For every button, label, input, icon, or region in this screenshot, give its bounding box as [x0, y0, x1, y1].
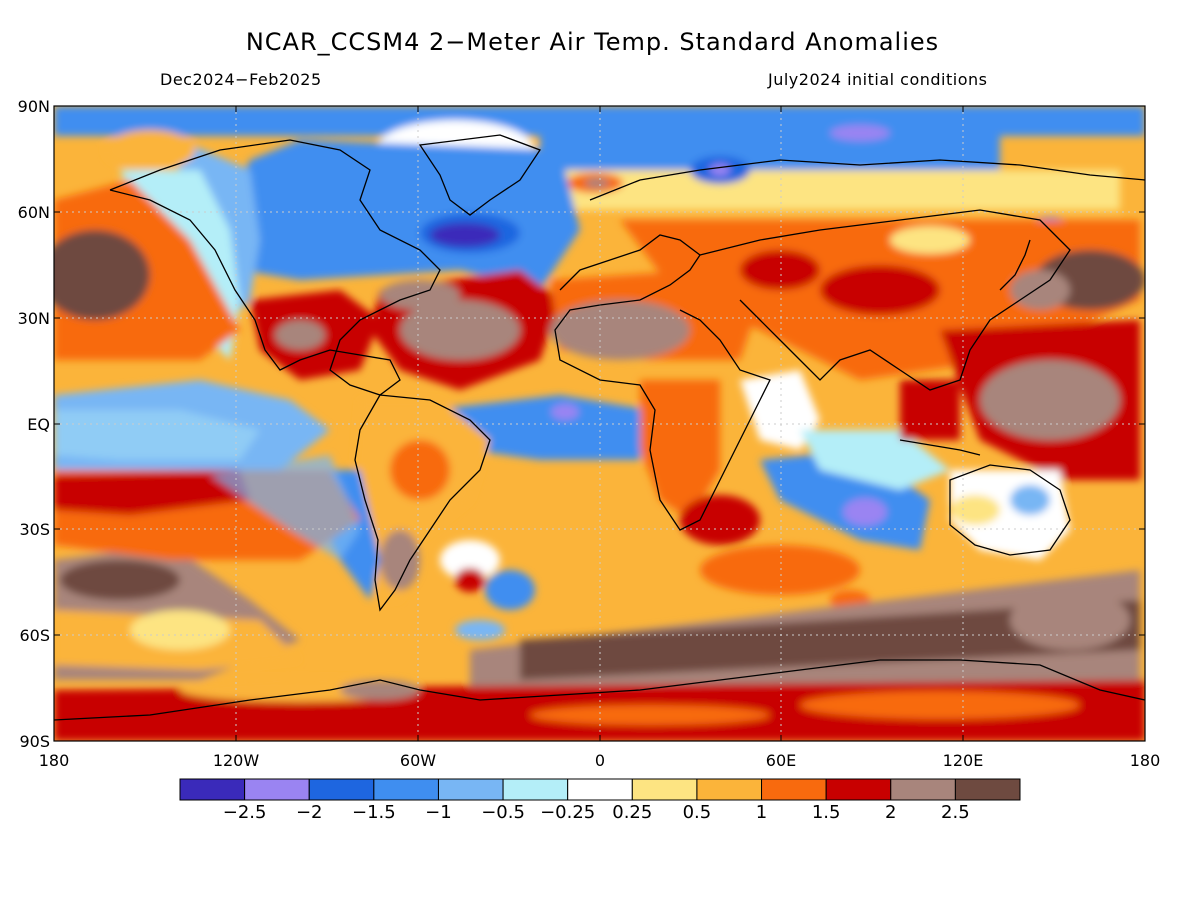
axis-ticks: [54, 105, 1145, 742]
colorbar-tick-label: 1: [755, 802, 768, 823]
colorbar: [179, 778, 1021, 801]
lon-label-120e: 120E: [942, 751, 984, 770]
lon-label-60e: 60E: [765, 751, 797, 770]
colorbar-tick-label: 2: [885, 802, 897, 823]
lat-label-30s: 30S: [19, 520, 50, 539]
lat-label-60s: 60S: [19, 626, 50, 645]
coastlines: [54, 134, 1145, 721]
graticule: [54, 106, 1145, 741]
colorbar-swatch: [437, 778, 504, 801]
colorbar-tick-label: −0.25: [540, 802, 596, 823]
colorbar-swatch: [696, 778, 763, 801]
colorbar-tick-label: −2.5: [222, 802, 267, 823]
colorbar-tick-label: −2: [295, 802, 323, 823]
colorbar-swatch: [502, 778, 569, 801]
colorbar-swatch: [890, 778, 956, 801]
colorbar-swatch: [179, 778, 246, 801]
lat-label-90s: 90S: [19, 732, 50, 751]
lat-label-90n: 90N: [17, 97, 50, 116]
initial-conditions-label: July2024 initial conditions: [768, 70, 988, 89]
lon-label-0: 0: [594, 751, 606, 770]
lat-label-30n: 30N: [17, 309, 50, 328]
colorbar-tick-label: −1: [425, 802, 452, 823]
lon-label-180e: 180: [1129, 751, 1161, 770]
lat-label-eq: EQ: [27, 415, 50, 434]
lon-label-180w: 180: [38, 751, 70, 770]
colorbar-tick-label: 2.5: [941, 802, 970, 823]
colorbar-swatch: [954, 778, 1021, 801]
colorbar-swatch: [761, 778, 827, 801]
field-eurasia-band: [560, 170, 1120, 210]
colorbar-tick-label: 0.5: [682, 802, 712, 823]
colorbar-tick-label: 0.25: [612, 802, 653, 823]
lon-label-60w: 60W: [399, 751, 437, 770]
colorbar-tick-label: −1.5: [351, 802, 396, 823]
chart-title: NCAR_CCSM4 2−Meter Air Temp. Standard An…: [245, 28, 940, 56]
season-label: Dec2024−Feb2025: [160, 70, 322, 89]
colorbar-swatch: [308, 778, 375, 801]
colorbar-swatch: [631, 778, 698, 801]
colorbar-swatch: [373, 778, 439, 801]
field-eurasia-north: [540, 118, 1000, 178]
colorbar-swatch: [567, 778, 633, 801]
lon-label-120w: 120W: [212, 751, 260, 770]
colorbar-tick-label: −0.5: [481, 802, 525, 823]
colorbar-swatch: [825, 778, 892, 801]
colorbar-tick-label: 1.5: [811, 802, 841, 823]
lat-label-60n: 60N: [17, 203, 50, 222]
colorbar-swatch: [244, 778, 310, 801]
